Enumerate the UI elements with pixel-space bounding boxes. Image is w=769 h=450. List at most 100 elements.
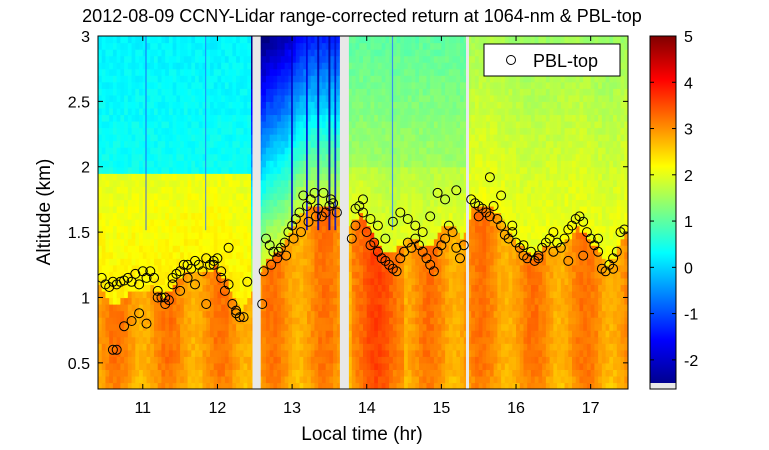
heatmap-cell bbox=[262, 160, 267, 168]
heatmap-cell bbox=[280, 160, 286, 168]
heatmap-cell bbox=[351, 349, 357, 357]
heatmap-cell bbox=[389, 382, 394, 389]
heatmap-cell bbox=[269, 36, 275, 44]
heatmap-cell bbox=[127, 271, 133, 279]
heatmap-cell bbox=[202, 304, 207, 312]
heatmap-cell bbox=[146, 212, 151, 220]
heatmap-cell bbox=[407, 245, 413, 253]
heatmap-cell bbox=[363, 127, 368, 135]
heatmap-cell bbox=[98, 179, 103, 187]
heatmap-cell bbox=[116, 343, 121, 351]
heatmap-cell bbox=[168, 55, 174, 63]
heatmap-cell bbox=[415, 81, 420, 89]
heatmap-cell bbox=[415, 166, 420, 174]
heatmap-cell bbox=[292, 120, 297, 129]
heatmap-cell bbox=[415, 88, 420, 96]
heatmap-cell bbox=[374, 271, 379, 279]
heatmap-cell bbox=[288, 336, 293, 344]
heatmap-cell bbox=[363, 349, 368, 357]
heatmap-cell bbox=[370, 290, 375, 299]
heatmap-cell bbox=[325, 120, 331, 129]
heatmap-cell bbox=[426, 238, 431, 246]
heatmap-cell bbox=[389, 330, 394, 338]
heatmap-cell bbox=[209, 297, 215, 305]
heatmap-cell bbox=[325, 36, 331, 44]
heatmap-cell bbox=[101, 297, 107, 305]
heatmap-cell bbox=[124, 114, 129, 122]
heatmap-cell bbox=[329, 258, 334, 266]
heatmap-cell bbox=[385, 297, 390, 305]
heatmap-cell bbox=[288, 166, 293, 174]
heatmap-cell bbox=[247, 88, 252, 96]
heatmap-cell bbox=[195, 277, 200, 286]
heatmap-cell bbox=[415, 179, 420, 187]
heatmap-cell bbox=[247, 310, 252, 318]
heatmap-cell bbox=[385, 219, 390, 227]
heatmap-cell bbox=[385, 310, 390, 318]
heatmap-cell bbox=[407, 134, 413, 142]
heatmap-cell bbox=[355, 192, 360, 201]
heatmap-cell bbox=[277, 290, 282, 299]
heatmap-cell bbox=[217, 55, 222, 63]
heatmap-cell bbox=[433, 336, 439, 344]
heatmap-cell bbox=[318, 277, 323, 286]
heatmap-cell bbox=[396, 258, 401, 266]
heatmap-cell bbox=[336, 199, 342, 207]
heatmap-cell bbox=[292, 258, 297, 266]
heatmap-cell bbox=[280, 317, 286, 325]
heatmap-cell bbox=[146, 160, 151, 168]
heatmap-cell bbox=[157, 323, 163, 331]
heatmap-cell bbox=[314, 186, 319, 194]
heatmap-cell bbox=[318, 199, 323, 207]
heatmap-cell bbox=[433, 192, 439, 201]
heatmap-cell bbox=[142, 81, 148, 89]
heatmap-cell bbox=[426, 68, 431, 76]
heatmap-cell bbox=[213, 192, 219, 201]
heatmap-cell bbox=[381, 343, 386, 351]
heatmap-cell bbox=[228, 304, 233, 312]
heatmap-cell bbox=[120, 232, 125, 240]
heatmap-cell bbox=[284, 290, 289, 299]
heatmap-cell bbox=[265, 160, 271, 168]
heatmap-cell bbox=[228, 68, 233, 76]
heatmap-cell bbox=[232, 114, 237, 122]
heatmap-cell bbox=[153, 199, 159, 207]
heatmap-cell bbox=[359, 153, 364, 161]
heatmap-cell bbox=[336, 238, 342, 246]
heatmap-cell bbox=[374, 114, 379, 122]
heatmap-cell bbox=[430, 382, 435, 389]
heatmap-cell bbox=[299, 205, 304, 214]
heatmap-cell bbox=[303, 264, 308, 272]
heatmap-cell bbox=[109, 107, 114, 116]
heatmap-cell bbox=[359, 271, 364, 279]
heatmap-cell bbox=[124, 336, 129, 344]
heatmap-cell bbox=[213, 140, 219, 148]
heatmap-cell bbox=[318, 94, 323, 102]
heatmap-cell bbox=[307, 42, 312, 50]
heatmap-cell bbox=[153, 310, 159, 318]
heatmap-cell bbox=[191, 362, 196, 370]
heatmap-cell bbox=[120, 297, 125, 305]
heatmap-cell bbox=[120, 225, 125, 233]
heatmap-cell bbox=[124, 205, 129, 214]
heatmap-cell bbox=[120, 317, 125, 325]
heatmap-cell bbox=[191, 219, 196, 227]
heatmap-cell bbox=[228, 356, 233, 364]
heatmap-cell bbox=[142, 173, 148, 181]
heatmap-cell bbox=[277, 219, 282, 227]
heatmap-cell bbox=[310, 42, 316, 50]
heatmap-cell bbox=[187, 173, 192, 181]
heatmap-cell bbox=[213, 232, 219, 240]
heatmap-cell bbox=[280, 127, 286, 135]
heatmap-cell bbox=[422, 362, 428, 370]
heatmap-cell bbox=[153, 290, 159, 299]
heatmap-cell bbox=[422, 277, 428, 286]
heatmap-cell bbox=[109, 317, 114, 325]
heatmap-cell bbox=[348, 186, 353, 194]
heatmap-cell bbox=[127, 349, 133, 357]
heatmap-cell bbox=[363, 317, 368, 325]
heatmap-cell bbox=[426, 219, 431, 227]
heatmap-cell bbox=[284, 382, 289, 389]
heatmap-cell bbox=[407, 310, 413, 318]
heatmap-cell bbox=[269, 349, 275, 357]
